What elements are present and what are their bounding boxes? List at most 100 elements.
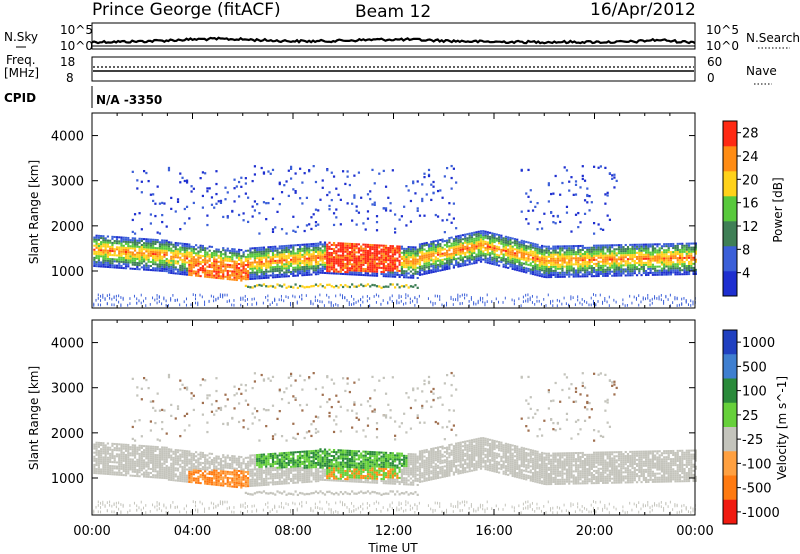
power-echo: [231, 278, 234, 281]
power-echo: [477, 246, 480, 250]
power-echo: [479, 252, 483, 255]
power-echo: [355, 269, 358, 272]
power-echo: [217, 268, 220, 271]
power-echo: [394, 247, 397, 250]
power-echo: [633, 264, 636, 267]
power-echo: [237, 256, 241, 259]
power-echo: [554, 259, 557, 262]
power-echo: [120, 244, 123, 247]
power-echo: [455, 245, 458, 248]
power-echo: [665, 273, 668, 276]
power-echo: [185, 181, 189, 184]
power-echo: [430, 249, 433, 252]
power-echo: [602, 274, 605, 277]
power-echo: [285, 271, 288, 274]
power-echo: [654, 295, 656, 298]
power-echo: [434, 246, 437, 249]
power-echo: [305, 245, 309, 248]
power-echo: [115, 240, 119, 243]
power-echo: [586, 254, 589, 257]
power-echo: [622, 302, 624, 306]
power-echo: [409, 260, 413, 263]
power-echo: [138, 260, 141, 263]
power-echo: [692, 272, 695, 276]
power-echo: [344, 256, 347, 259]
power-echo: [491, 238, 494, 241]
power-echo: [552, 263, 555, 266]
power-echo: [568, 253, 571, 256]
power-echo: [622, 264, 625, 267]
velocity-echo: [106, 470, 110, 473]
power-echo: [667, 245, 670, 248]
power-echo: [158, 263, 162, 266]
power-echo: [213, 250, 216, 253]
power-echo: [143, 254, 146, 257]
power-echo: [328, 251, 331, 254]
power-echo: [414, 254, 417, 257]
power-echo: [656, 243, 659, 246]
power-echo: [172, 270, 175, 273]
power-echo: [459, 250, 462, 253]
power-echo: [436, 294, 438, 298]
power-echo: [330, 301, 332, 305]
power-echo: [606, 272, 609, 275]
power-echo: [414, 258, 417, 261]
power-echo: [312, 284, 315, 288]
power-echo: [321, 285, 324, 288]
power-echo: [204, 300, 206, 304]
power-echo: [654, 249, 657, 252]
power-echo: [441, 252, 444, 255]
power-echo: [511, 257, 514, 260]
power-echo: [529, 264, 532, 267]
power-echo: [547, 251, 550, 254]
power-echo: [436, 263, 440, 266]
power-echo: [624, 260, 627, 263]
power-echo: [332, 266, 336, 269]
power-echo: [638, 303, 640, 307]
power-echo: [369, 254, 372, 257]
power-echo: [253, 261, 257, 264]
power-echo: [258, 250, 261, 253]
power-echo: [441, 196, 444, 199]
power-echo: [208, 257, 211, 260]
power-echo: [550, 271, 553, 275]
power-echo: [118, 254, 121, 257]
power-echo: [409, 276, 413, 279]
power-echo: [265, 264, 268, 267]
power-echo: [568, 245, 571, 248]
power-echo: [174, 268, 177, 271]
power-echo: [366, 299, 368, 303]
velocity-echo: [102, 472, 105, 475]
power-echo: [615, 300, 617, 304]
power-echo: [624, 254, 627, 257]
velocity-echo: [138, 452, 141, 455]
power-echo: [599, 268, 602, 271]
power-echo: [398, 251, 401, 254]
power-echo: [267, 276, 270, 279]
power-echo: [446, 243, 449, 246]
velocity-echo: [136, 448, 139, 451]
power-echo: [615, 264, 618, 267]
power-echo: [95, 240, 98, 243]
power-echo: [568, 247, 571, 250]
power-echo: [136, 266, 139, 269]
power-echo: [527, 255, 530, 258]
power-echo: [183, 255, 186, 258]
power-echo: [547, 200, 550, 203]
power-echo: [292, 266, 295, 269]
power-echo: [249, 261, 252, 264]
power-echo: [470, 242, 474, 245]
power-echo: [382, 267, 385, 270]
power-echo: [452, 298, 454, 301]
power-echo: [525, 244, 528, 247]
power-echo: [538, 258, 541, 261]
power-echo: [183, 207, 186, 211]
power-echo: [522, 246, 526, 249]
power-echo: [586, 193, 589, 197]
power-colorbar-tick-label: 28: [742, 127, 759, 142]
power-echo: [176, 298, 178, 302]
velocity-echo: [115, 455, 119, 458]
power-echo: [687, 256, 691, 259]
velocity-echo: [124, 472, 128, 475]
power-echo: [434, 268, 437, 271]
